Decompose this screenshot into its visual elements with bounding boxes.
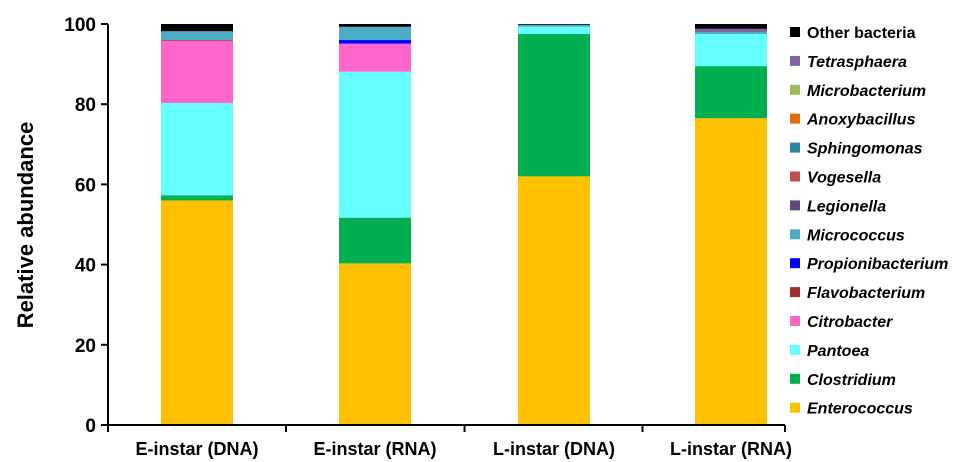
legend-swatch (790, 171, 800, 182)
y-axis-label: Relative abundance (13, 122, 38, 329)
x-tick-label: E-instar (DNA) (135, 439, 258, 459)
bar-segment (695, 118, 767, 426)
bar-segment (161, 102, 233, 196)
bar-segment (339, 40, 411, 44)
bar-segment (161, 40, 233, 103)
bar-segment (339, 263, 411, 425)
y-tick-label: 60 (75, 175, 96, 196)
bar-segment (695, 32, 767, 35)
bar-segment (518, 34, 590, 177)
bar-segment (339, 26, 411, 41)
bar-segment (339, 217, 411, 264)
legend-label: Other bacteria (807, 25, 916, 42)
legend-label: Propionibacterium (807, 256, 948, 273)
bar-segment (339, 24, 411, 27)
legend-swatch (790, 55, 800, 66)
bar-segment (339, 43, 411, 72)
y-tick-label: 0 (85, 416, 96, 437)
x-tick-label: L-instar (DNA) (493, 439, 615, 459)
bar-segment (695, 28, 767, 33)
legend-label: Citrobacter (807, 314, 893, 331)
legend-swatch (790, 316, 800, 326)
legend-swatch (790, 402, 800, 413)
legend-swatch (790, 27, 800, 37)
legend-swatch (790, 229, 800, 240)
x-tick-label: L-instar (RNA) (670, 439, 792, 459)
legend-label: Pantoea (807, 343, 869, 360)
legend-label: Legionella (807, 198, 886, 215)
legend-label: Enterococcus (807, 401, 913, 418)
legend-label: Vogesella (807, 170, 881, 187)
bar-segment (161, 40, 233, 41)
bar-segment (695, 66, 767, 119)
plot-area: 0 20 40 60 80 100 E-instar (DNA) E-instar (RNA)… (64, 15, 792, 459)
bar-segment (161, 195, 233, 201)
bar-segment (339, 71, 411, 218)
legend-label: Anoxybacillus (806, 112, 916, 129)
legend-label: Microbacterium (807, 83, 926, 100)
legend-swatch (790, 142, 800, 153)
legend-swatch (790, 287, 800, 298)
legend-label: Micrococcus (807, 227, 905, 244)
bar-segment (695, 34, 767, 67)
y-tick-label: 40 (75, 256, 96, 277)
legend-swatch (790, 344, 800, 355)
legend: Other bacteria Tetrasphaera Microbacterium… (790, 25, 948, 418)
x-tick-label: E-instar (RNA) (313, 439, 436, 459)
legend-label: Clostridium (807, 372, 896, 389)
bar-segment (518, 176, 590, 425)
bar-segment (695, 24, 767, 29)
bar-segment (518, 26, 590, 35)
legend-label: Sphingomonas (807, 141, 923, 158)
bar-segment (161, 200, 233, 425)
y-tick-label: 100 (64, 15, 96, 36)
legend-label: Tetrasphaera (807, 54, 907, 71)
legend-swatch (790, 113, 800, 124)
bar-segment (161, 24, 233, 32)
bar-segment (161, 31, 233, 41)
legend-swatch (790, 258, 800, 269)
legend-label: Flavobacterium (807, 285, 925, 302)
bar-segment (518, 24, 590, 27)
y-tick-label: 80 (75, 95, 96, 116)
legend-swatch (790, 200, 800, 211)
legend-swatch (790, 373, 800, 384)
y-tick-label: 20 (75, 336, 96, 357)
legend-swatch (790, 84, 800, 95)
bar-segment (518, 24, 590, 25)
